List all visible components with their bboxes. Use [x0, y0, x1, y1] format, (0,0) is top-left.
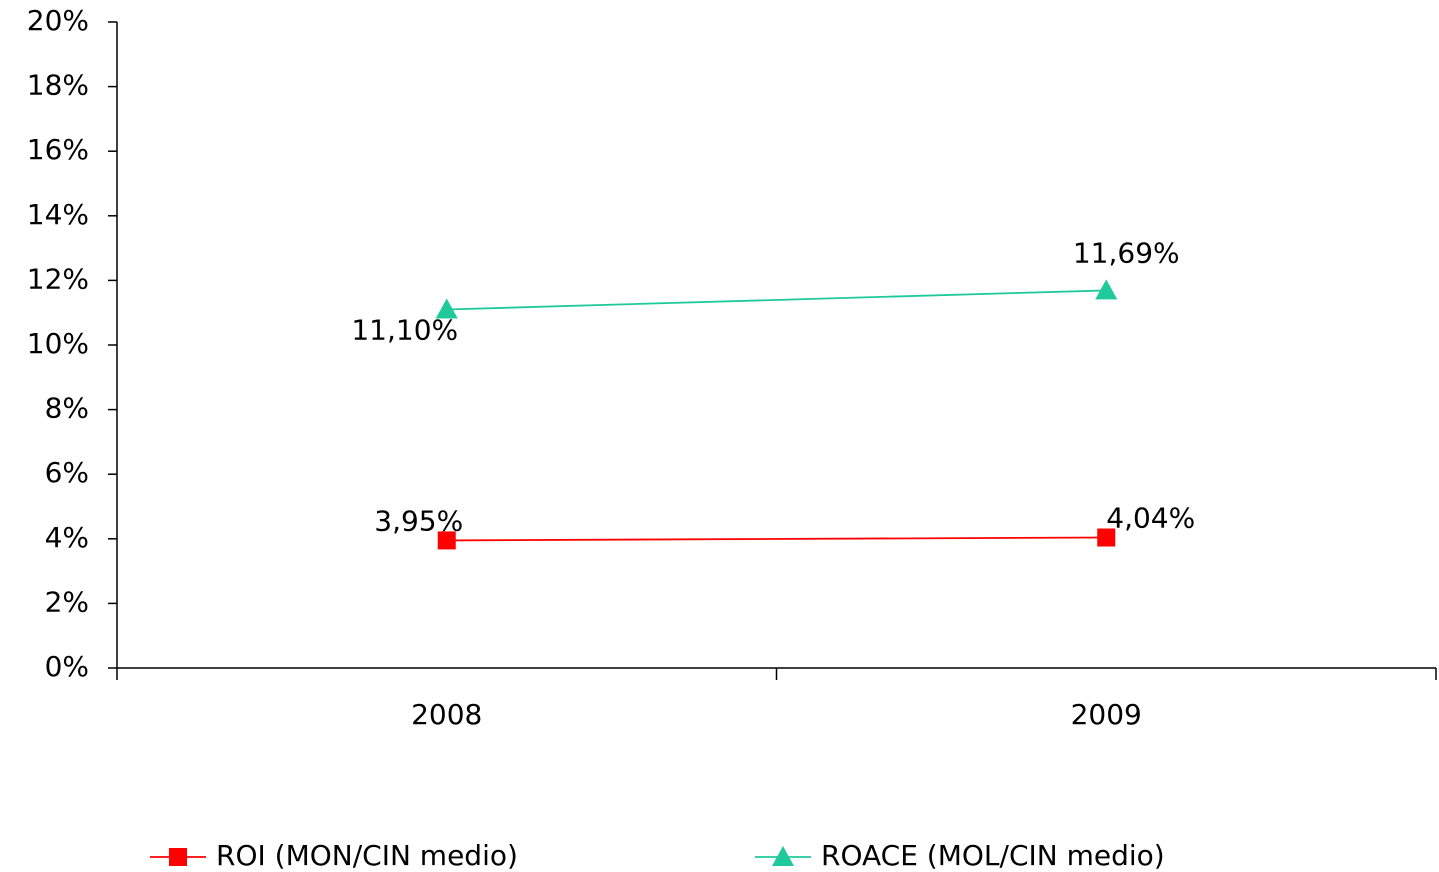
- y-tick-label: 0%: [45, 650, 89, 683]
- data-point: [437, 531, 456, 550]
- legend-label: ROI (MON/CIN medio): [216, 839, 518, 872]
- y-tick-label: 4%: [45, 521, 89, 554]
- data-label: 3,95%: [374, 504, 463, 537]
- legend-marker: [772, 846, 794, 866]
- data-label: 4,04%: [1106, 502, 1195, 535]
- data-label: 11,69%: [1073, 236, 1180, 269]
- y-tick-label: 16%: [27, 133, 89, 166]
- data-point: [1097, 528, 1116, 547]
- y-tick-label: 10%: [27, 327, 89, 360]
- series-line: [446, 536, 1107, 542]
- y-tick-label: 18%: [27, 69, 89, 102]
- x-tick-label: 2009: [1071, 698, 1142, 731]
- y-tick-label: 12%: [27, 262, 89, 295]
- y-tick-label: 2%: [45, 585, 89, 618]
- data-label: 11,10%: [351, 313, 458, 346]
- y-tick-label: 20%: [27, 4, 89, 37]
- x-tick-label: 2008: [411, 698, 482, 731]
- y-tick-label: 14%: [27, 198, 89, 231]
- y-tick-label: 8%: [45, 392, 89, 425]
- data-point: [1095, 279, 1118, 300]
- legend-label: ROACE (MOL/CIN medio): [821, 839, 1165, 872]
- legend-marker: [169, 848, 187, 866]
- data-point: [435, 298, 458, 319]
- series-line: [446, 289, 1107, 311]
- y-tick-label: 6%: [45, 456, 89, 489]
